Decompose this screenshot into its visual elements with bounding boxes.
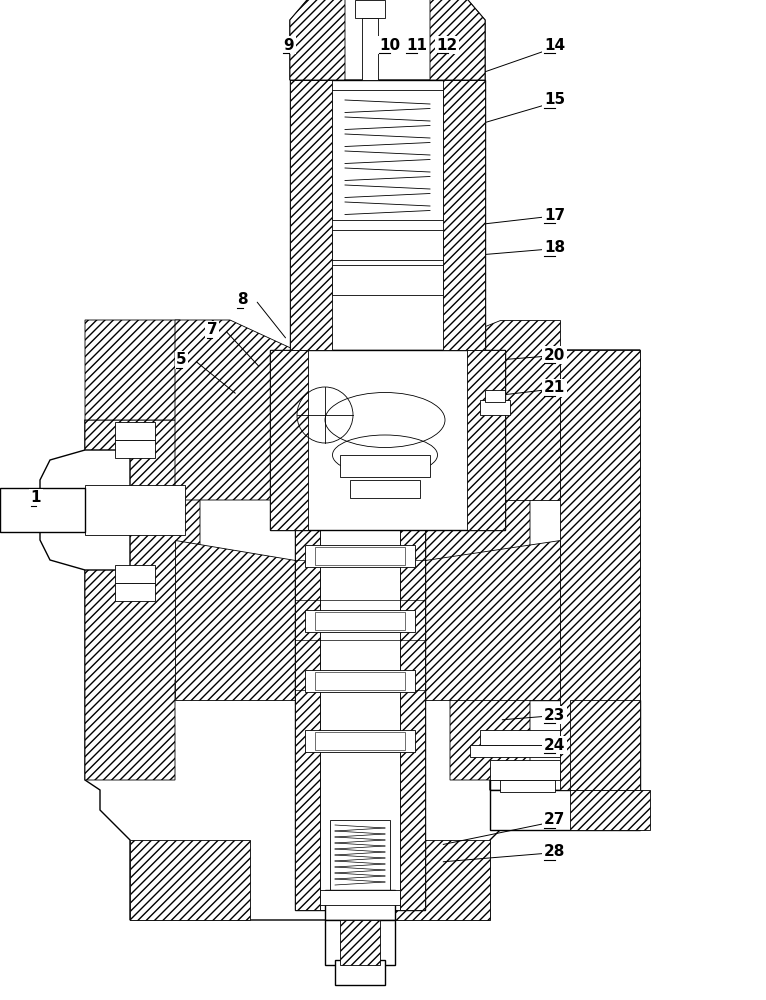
Bar	[500, 780, 555, 792]
Polygon shape	[290, 80, 332, 350]
Bar	[570, 790, 650, 830]
Bar	[355, 0, 385, 18]
Polygon shape	[270, 350, 308, 530]
Text: 27: 27	[544, 812, 565, 828]
Bar	[315, 672, 405, 690]
Bar	[305, 610, 415, 632]
Text: 21: 21	[544, 380, 565, 395]
Text: 18: 18	[544, 240, 565, 255]
Polygon shape	[175, 320, 295, 500]
Bar	[0, 488, 85, 532]
Bar	[330, 820, 390, 890]
Text: 7: 7	[207, 322, 218, 338]
Bar	[332, 90, 443, 220]
Bar	[362, 18, 378, 80]
Text: 8: 8	[237, 292, 248, 308]
Bar	[490, 790, 640, 830]
Bar	[305, 380, 415, 402]
Text: 5: 5	[176, 353, 187, 367]
Bar	[340, 455, 430, 477]
Bar	[350, 480, 420, 498]
Bar	[332, 230, 443, 260]
Bar	[315, 492, 405, 510]
Bar	[305, 490, 415, 512]
Polygon shape	[430, 0, 485, 80]
Bar	[305, 670, 415, 692]
Text: 9: 9	[283, 37, 294, 52]
Bar	[325, 920, 395, 965]
Polygon shape	[130, 840, 250, 920]
Text: 12: 12	[437, 37, 458, 52]
Polygon shape	[85, 320, 200, 420]
Polygon shape	[85, 420, 200, 780]
Bar	[490, 700, 640, 790]
Bar	[320, 890, 400, 905]
Polygon shape	[175, 540, 295, 700]
Bar	[315, 382, 405, 400]
Bar	[315, 432, 405, 450]
Text: 28: 28	[544, 844, 565, 859]
Bar	[305, 430, 415, 452]
Text: 11: 11	[406, 37, 427, 52]
Bar	[315, 547, 405, 565]
Polygon shape	[425, 320, 560, 500]
Bar	[295, 350, 425, 910]
Bar	[325, 890, 395, 920]
Bar	[85, 485, 185, 535]
Bar	[340, 920, 380, 965]
Bar	[335, 960, 385, 985]
Bar	[490, 760, 560, 780]
Text: 24: 24	[544, 738, 565, 752]
Bar	[290, 80, 485, 350]
Text: 15: 15	[544, 93, 565, 107]
Bar	[485, 390, 505, 402]
Bar	[315, 732, 405, 750]
Bar	[315, 612, 405, 630]
Polygon shape	[560, 350, 640, 790]
Bar	[480, 730, 560, 745]
Polygon shape	[570, 700, 640, 790]
Bar	[305, 545, 415, 567]
Bar	[115, 583, 155, 601]
Text: 20: 20	[544, 348, 565, 362]
Bar	[305, 730, 415, 752]
Bar	[480, 400, 510, 415]
Polygon shape	[380, 840, 490, 920]
Polygon shape	[85, 420, 530, 920]
Polygon shape	[295, 350, 320, 910]
Bar	[115, 440, 155, 458]
Bar	[270, 350, 505, 530]
Text: 1: 1	[31, 490, 41, 506]
Polygon shape	[443, 80, 485, 350]
Polygon shape	[490, 350, 640, 790]
Polygon shape	[467, 350, 505, 530]
Text: 23: 23	[544, 708, 565, 722]
Polygon shape	[400, 350, 425, 910]
Polygon shape	[290, 0, 345, 80]
Bar	[332, 265, 443, 295]
Text: 10: 10	[379, 37, 401, 52]
Polygon shape	[420, 420, 530, 780]
Polygon shape	[425, 540, 560, 700]
Polygon shape	[40, 450, 130, 570]
Text: 17: 17	[544, 208, 565, 223]
Bar	[320, 350, 400, 910]
Bar	[470, 745, 560, 757]
Bar	[115, 422, 155, 440]
Bar	[115, 565, 155, 583]
Polygon shape	[290, 0, 485, 80]
Text: 14: 14	[544, 37, 565, 52]
